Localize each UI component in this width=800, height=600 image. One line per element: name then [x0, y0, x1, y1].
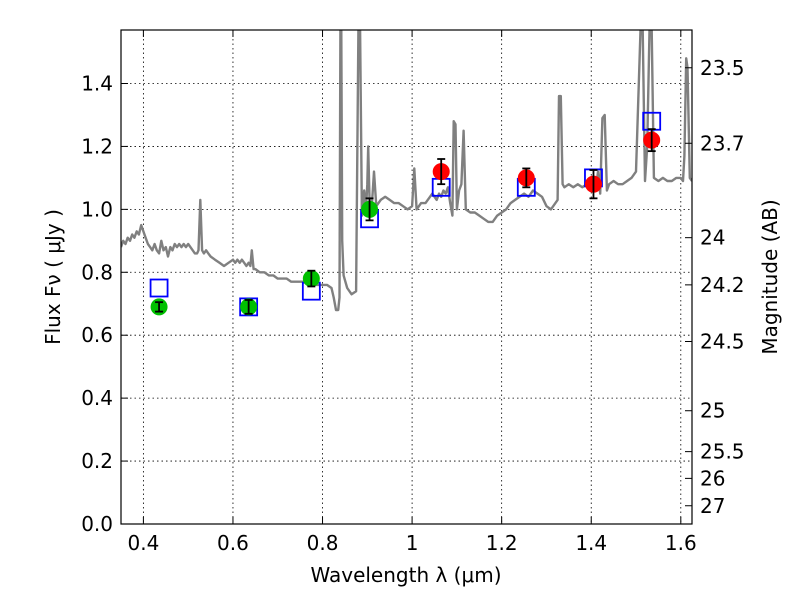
x-tick-label: 1.2: [486, 531, 518, 555]
right-tick-label: 27: [700, 494, 725, 518]
x-tick-label: 1.6: [665, 531, 697, 555]
right-tick-label: 26: [700, 466, 725, 490]
x-axis-label: Wavelength λ (μm): [310, 563, 501, 587]
y-tick-label: 0.2: [81, 449, 113, 473]
y-tick-label: 0.0: [81, 512, 113, 536]
x-tick-label: 0.4: [127, 531, 159, 555]
x-tick-label: 0.8: [307, 531, 339, 555]
right-tick-label: 24.5: [700, 330, 745, 354]
ticks: 0.4 0.6 0.8 1 1.2 1.4 1.6 0.0 0.2 0.4 0.6 0.8 1.0 1.2…: [81, 30, 745, 555]
y-tick-label: 1.4: [81, 71, 113, 95]
right-tick-label: 25.5: [700, 440, 745, 464]
x-tick-label: 0.6: [217, 531, 249, 555]
x-tick-label: 1.4: [575, 531, 607, 555]
grid: [121, 30, 692, 525]
markers: [149, 111, 662, 317]
right-tick-label: 25: [700, 399, 725, 423]
right-axis-label: Magnitude (AB): [758, 199, 782, 354]
model-spectrum: [121, 30, 692, 312]
y-tick-label: 1.0: [81, 197, 113, 221]
model-square: [642, 111, 662, 131]
right-tick-label: 23.5: [700, 56, 745, 80]
right-tick-label: 23.7: [700, 131, 745, 155]
y-axis-label: Flux Fν ( μJy ): [41, 209, 65, 345]
x-tick-label: 1: [406, 531, 419, 555]
model-square: [149, 278, 169, 298]
y-tick-label: 0.4: [81, 386, 113, 410]
right-tick-label: 24: [700, 226, 725, 250]
spectrum-line: [121, 30, 692, 312]
y-tick-label: 0.8: [81, 260, 113, 284]
right-tick-label: 24.2: [700, 273, 745, 297]
y-tick-label: 1.2: [81, 134, 113, 158]
plot-frame: [120, 29, 693, 525]
y-tick-label: 0.6: [81, 323, 113, 347]
